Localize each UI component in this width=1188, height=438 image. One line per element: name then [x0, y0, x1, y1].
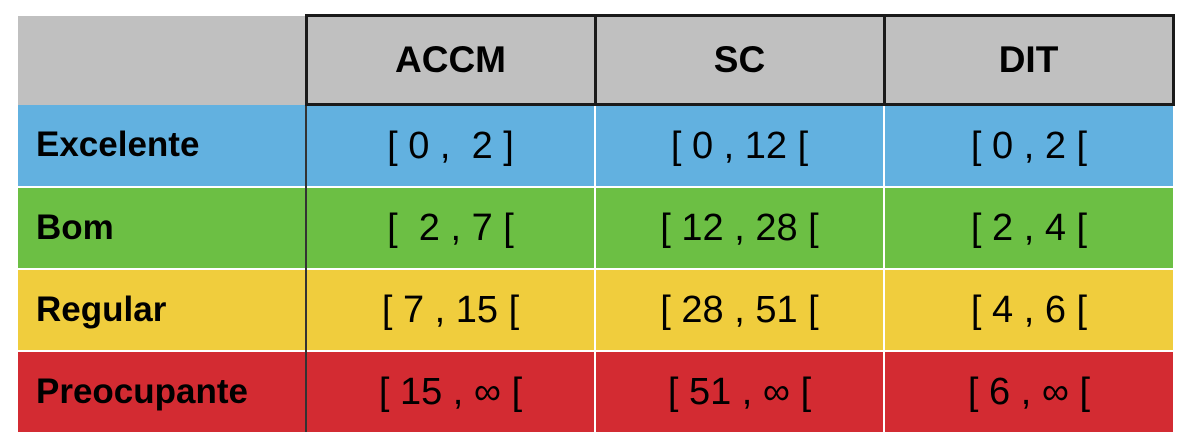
row-label: Preocupante [18, 350, 307, 432]
dit-range-cell: [ 2 , 4 [ [883, 186, 1173, 269]
row-excelente: Excelente [ 0 , 2 ] [ 0 , 12 [ [ 0 , 2 [ [18, 104, 1173, 187]
row-regular: Regular [ 7 , 15 [ [ 28 , 51 [ [ 4 , 6 [ [18, 268, 1173, 351]
header-corner-cell [18, 15, 308, 105]
dit-range-cell: [ 6 , ∞ [ [883, 350, 1173, 432]
row-preocupante: Preocupante [ 15 , ∞ [ [ 51 , ∞ [ [ 6 , … [18, 350, 1173, 432]
accm-range-cell: [ 0 , 2 ] [306, 104, 595, 187]
header-dit: DIT [882, 14, 1175, 106]
dit-range-cell: [ 4 , 6 [ [883, 268, 1173, 351]
sc-range-cell: [ 0 , 12 [ [594, 104, 884, 187]
row-bom: Bom [ 2 , 7 [ [ 12 , 28 [ [ 2 , 4 [ [18, 186, 1173, 269]
classification-table: ACCM SC DIT Excelente [ 0 , 2 ] [ 0 , 12… [18, 14, 1175, 432]
row-label: Regular [18, 268, 307, 351]
classification-table-container: ACCM SC DIT Excelente [ 0 , 2 ] [ 0 , 12… [18, 14, 1175, 432]
accm-range-cell: [ 7 , 15 [ [306, 268, 595, 351]
header-sc: SC [593, 14, 886, 106]
sc-range-cell: [ 51 , ∞ [ [594, 350, 884, 432]
row-label: Bom [18, 186, 307, 269]
sc-range-cell: [ 12 , 28 [ [594, 186, 884, 269]
accm-range-cell: [ 2 , 7 [ [306, 186, 595, 269]
row-label: Excelente [18, 104, 307, 187]
dit-range-cell: [ 0 , 2 [ [883, 104, 1173, 187]
header-accm: ACCM [304, 14, 597, 106]
header-row: ACCM SC DIT [18, 14, 1175, 106]
sc-range-cell: [ 28 , 51 [ [594, 268, 884, 351]
accm-range-cell: [ 15 , ∞ [ [306, 350, 595, 432]
